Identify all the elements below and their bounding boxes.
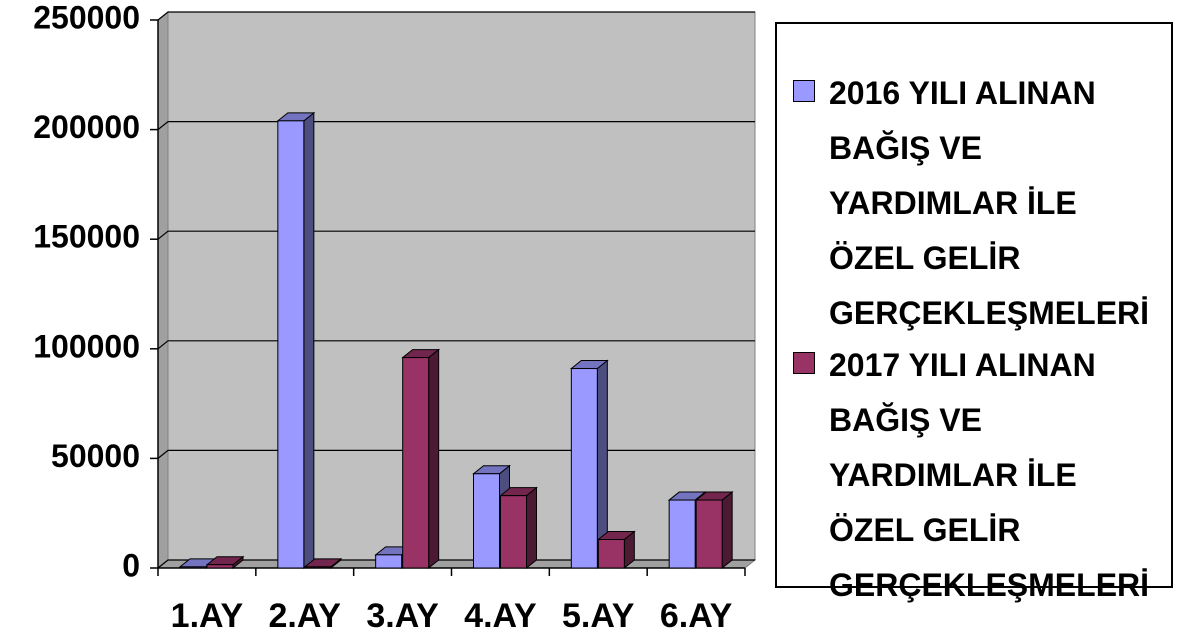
bar	[206, 564, 234, 569]
x-tick-label: 6.AY	[660, 597, 733, 635]
grid-line	[157, 340, 755, 350]
bar	[179, 566, 207, 569]
x-tick-label: 3.AY	[366, 597, 439, 635]
legend-swatch	[793, 80, 815, 102]
floor	[156, 559, 757, 569]
back-wall	[167, 11, 756, 561]
legend-entry: 2016 YILI ALINAN BAĞIŞ VE YARDIMLAR İLE …	[793, 66, 1169, 341]
legend-swatch	[793, 352, 815, 374]
grid-line	[157, 449, 755, 459]
y-tick-label: 50000	[51, 438, 140, 474]
y-tick-label: 100000	[33, 328, 140, 364]
plot: 0 50000 100000 150000 200000 250000 1.AY 2.AY 3.…	[33, 0, 757, 635]
side-wall	[157, 10, 169, 570]
bar	[402, 357, 430, 569]
grid-line	[157, 120, 755, 131]
bar-side	[721, 491, 733, 570]
legend-entry: 2017 YILI ALINAN BAĞIŞ VE YARDIMLAR İLE …	[793, 338, 1169, 613]
grid-line	[157, 230, 755, 240]
legend: 2016 YILI ALINAN BAĞIŞ VE YARDIMLAR İLE …	[775, 22, 1173, 603]
bar	[304, 566, 332, 569]
bar	[277, 120, 305, 569]
bar	[473, 473, 500, 569]
x-tick-label: 1.AY	[171, 597, 244, 635]
bar-side	[526, 486, 537, 570]
bar-side	[428, 348, 440, 570]
bar	[597, 539, 625, 569]
bar	[375, 554, 403, 569]
y-tick-label: 0	[122, 547, 140, 583]
grid-line	[157, 559, 755, 569]
legend-label: 2016 YILI ALINAN BAĞIŞ VE YARDIMLAR İLE …	[829, 75, 1150, 331]
bar	[500, 495, 527, 569]
x-tick-label: 4.AY	[464, 597, 537, 635]
bar	[570, 368, 598, 569]
y-tick-label: 250000	[33, 0, 140, 35]
y-tick-label: 200000	[33, 109, 140, 145]
bar	[695, 499, 723, 569]
legend-label: 2017 YILI ALINAN BAĞIŞ VE YARDIMLAR İLE …	[829, 347, 1150, 603]
bar	[668, 499, 696, 569]
grid-line	[157, 11, 755, 21]
y-tick-label: 150000	[33, 219, 140, 255]
x-tick-label: 5.AY	[562, 597, 635, 635]
bar-side	[303, 111, 315, 570]
x-tick-label: 2.AY	[269, 597, 342, 635]
